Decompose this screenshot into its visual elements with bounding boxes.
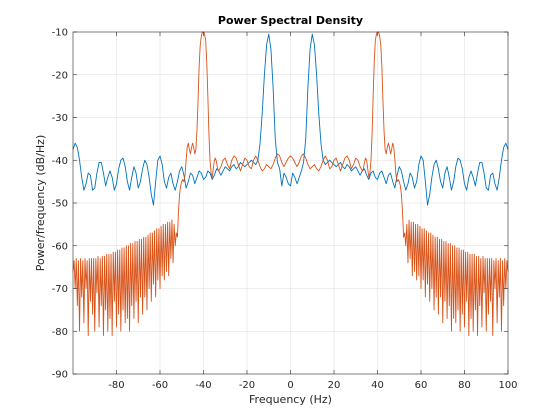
y-tick-label: -80 (52, 327, 68, 338)
y-tick-label: -50 (52, 199, 68, 210)
x-tick-label: 100 (498, 380, 517, 391)
y-tick-label: -10 (52, 28, 68, 39)
grid (73, 32, 508, 374)
x-axis-label: Frequency (Hz) (249, 393, 332, 406)
psd-series-1-line (72, 33, 509, 206)
y-tick-label: -40 (52, 156, 68, 167)
psd-series-2-line (72, 31, 509, 336)
x-tick-label: -80 (108, 380, 124, 391)
y-axis-label: Power/frequency (dB/Hz) (34, 135, 47, 272)
y-tick-label: -90 (52, 370, 68, 381)
y-tick-label: -70 (52, 284, 68, 295)
series-group (72, 31, 509, 336)
y-tick-label: -30 (52, 113, 68, 124)
y-tick-label: -60 (52, 241, 68, 252)
x-tick-label: 0 (287, 380, 293, 391)
x-tick-label: -20 (239, 380, 255, 391)
x-tick-label: 60 (415, 380, 428, 391)
x-tick-label: 40 (371, 380, 384, 391)
y-tick-label: -20 (52, 70, 68, 81)
chart-title: Power Spectral Density (218, 14, 363, 27)
x-tick-label: -40 (195, 380, 211, 391)
ticks: -80 -60 -40 -20 0 20 40 60 80 100 -90 -80 -70 -60 -50 -… (52, 28, 518, 392)
x-tick-label: 80 (458, 380, 471, 391)
x-tick-label: -60 (152, 380, 168, 391)
x-tick-label: 20 (328, 380, 341, 391)
